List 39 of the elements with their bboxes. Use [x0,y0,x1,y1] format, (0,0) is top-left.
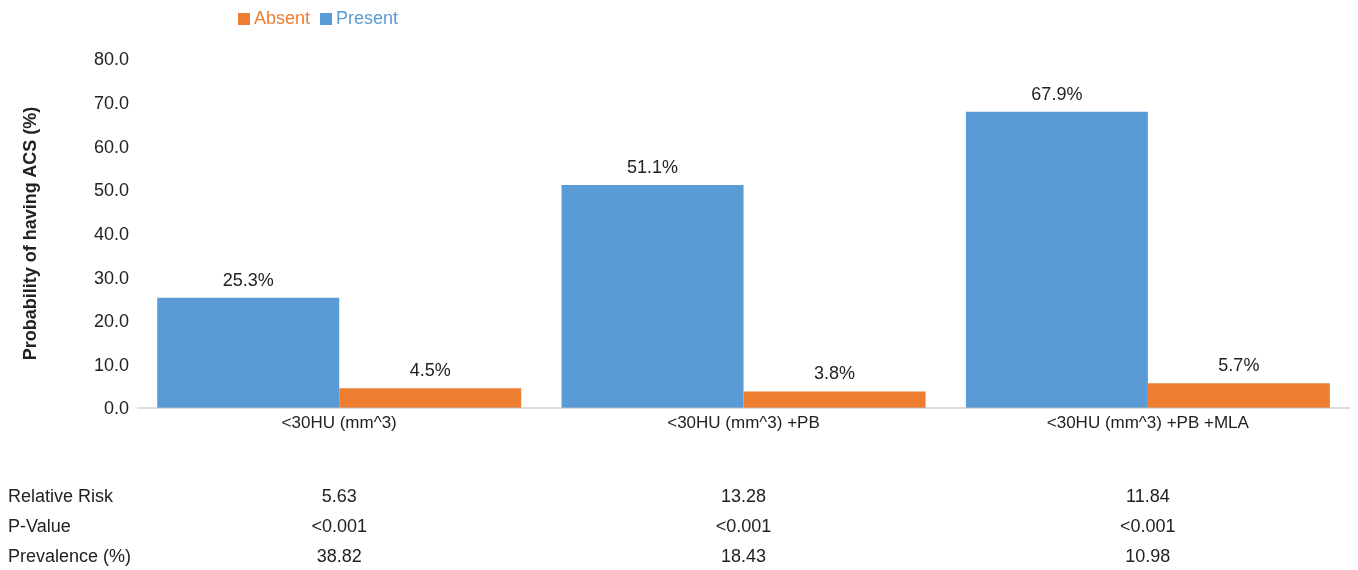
data-label: 5.7% [1218,355,1260,376]
text: 10.98 [1124,546,1172,567]
y-tick-label: 50.0 [93,180,129,201]
text: 5.63 [320,486,358,507]
data-label: 3.8% [814,363,856,384]
text: 38.82 [315,546,363,567]
bar [965,111,1148,408]
data-label: 4.5% [409,360,451,381]
x-tick-label: <30HU (mm^3) [281,413,397,433]
text: Prevalence (%) [8,546,133,567]
y-tick-label: 70.0 [93,93,129,114]
text: <0.001 [1119,516,1177,537]
bar [561,185,744,408]
text: 18.43 [719,546,767,567]
bar [157,297,340,408]
text: P-Value [8,516,72,537]
bar [743,391,926,408]
data-label: 67.9% [1031,83,1083,104]
y-tick-label: 80.0 [93,49,129,70]
x-tick-label: <30HU (mm^3) +PB +MLA [1046,413,1250,433]
bar [339,388,522,408]
legend-label: Present [336,8,399,28]
bar [1147,383,1330,408]
data-label: 51.1% [627,157,679,178]
text: 13.28 [719,486,767,507]
y-tick-label: 60.0 [93,136,129,157]
y-axis-title: Probability of having ACS (%) [20,106,41,361]
text: Relative Risk [8,486,115,507]
y-tick-label: 10.0 [93,354,129,375]
y-tick-label: 30.0 [93,267,129,288]
text: <0.001 [310,516,368,537]
text: <0.001 [714,516,773,537]
x-tick-label: <30HU (mm^3) +PB [667,413,820,433]
y-tick-label: 20.0 [93,311,129,332]
y-tick-label: 0.0 [103,398,129,419]
text: 11.84 [1124,486,1171,507]
y-tick-label: 40.0 [93,223,129,244]
data-label: 25.3% [222,269,274,290]
legend-label: Absent [254,8,311,28]
